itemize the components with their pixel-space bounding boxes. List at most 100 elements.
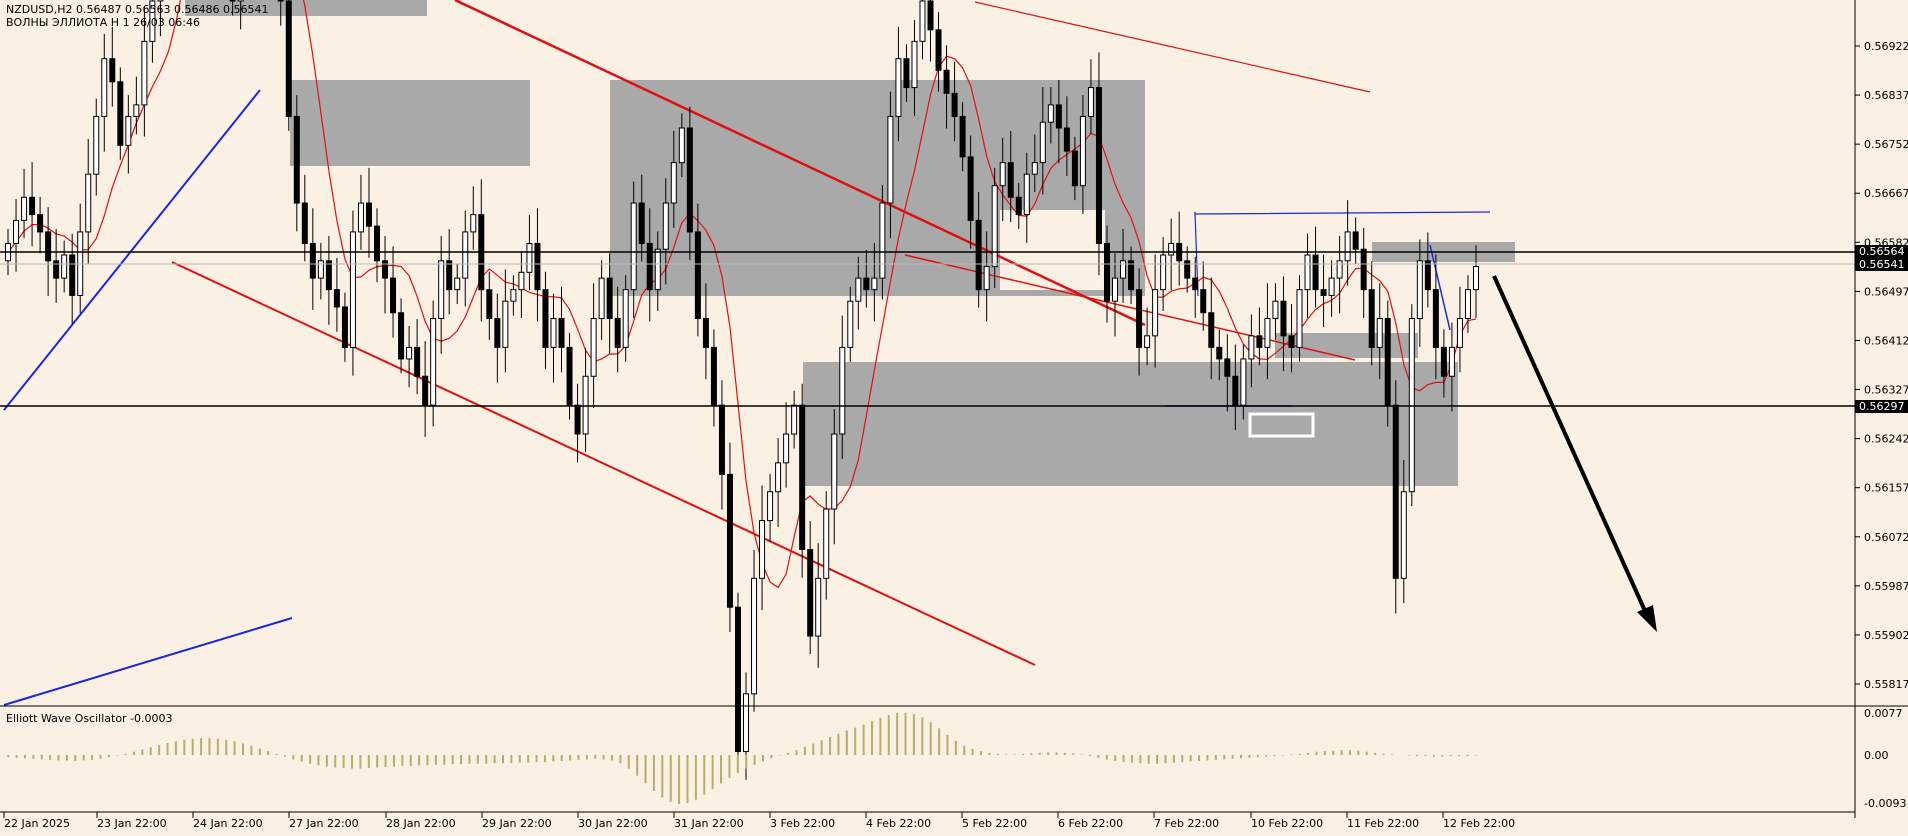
candle [1112, 253, 1119, 337]
price-tick-label: 0.56412 [1864, 334, 1908, 347]
candle [1368, 261, 1375, 366]
candle [1456, 286, 1463, 373]
candle [470, 186, 477, 250]
oscillator-title: Elliott Wave Oscillator -0.0003 [6, 712, 173, 725]
zone-box [185, 0, 427, 16]
candle [374, 208, 381, 283]
candle [117, 67, 124, 160]
candle [542, 271, 549, 369]
candle [775, 438, 782, 527]
blue-range-line [1429, 244, 1451, 331]
trend-line-red [974, 1, 1371, 93]
candle [622, 275, 629, 362]
candle [799, 383, 806, 578]
candle [1208, 277, 1215, 380]
candle [1063, 96, 1070, 176]
oscillator-tick-label: 0.00 [1864, 749, 1889, 762]
candle [1144, 307, 1151, 366]
candle [454, 263, 461, 305]
candle [1224, 334, 1231, 412]
oscillator-axis: 0.0077 0.00 -0.0093 [1864, 707, 1906, 810]
zone-box [1275, 333, 1418, 358]
candle [141, 6, 148, 137]
candle [999, 137, 1006, 221]
candle [1055, 80, 1062, 164]
candle [101, 33, 108, 152]
candle [911, 20, 918, 116]
candle [1256, 307, 1263, 366]
candle [1416, 239, 1423, 347]
price-tick-label: 0.55817 [1864, 678, 1908, 691]
time-axis: 22 Jan 2025 23 Jan 22:00 24 Jan 22:00 27 Ja… [3, 812, 1515, 830]
candle [229, 0, 236, 16]
candle [694, 203, 701, 337]
time-tick-label: 7 Feb 22:00 [1154, 817, 1219, 830]
zone-box [290, 80, 530, 166]
candle [1095, 52, 1102, 276]
forecast-arrow [1492, 275, 1657, 632]
price-tick-label: 0.55902 [1864, 629, 1908, 642]
candle [646, 208, 653, 322]
candle [1015, 182, 1022, 230]
candle [1248, 314, 1255, 388]
candle [1216, 329, 1223, 381]
time-tick-label: 23 Jan 22:00 [97, 817, 167, 830]
candle [518, 250, 525, 318]
time-tick-label: 12 Feb 22:00 [1443, 817, 1515, 830]
ma-line [7, 0, 1477, 589]
candle [61, 240, 68, 293]
candle [935, 11, 942, 92]
candle [919, 0, 926, 60]
candle [710, 329, 717, 427]
candle [486, 271, 493, 340]
candle [895, 26, 902, 142]
price-tag-level: 0.56297 [1855, 400, 1908, 413]
time-tick-label: 24 Jan 22:00 [193, 817, 263, 830]
candle [718, 380, 725, 510]
price-tag-upper-text: 0.56564 [1859, 245, 1905, 258]
candle [654, 231, 661, 312]
candle [285, 0, 292, 131]
time-tick-label: 22 Jan 2025 [4, 817, 70, 830]
candle [1336, 235, 1343, 314]
candle [510, 275, 517, 316]
candle [390, 246, 397, 338]
trend-line-red [454, 0, 1146, 327]
candle [125, 95, 132, 174]
candle [767, 473, 774, 542]
candle [37, 196, 44, 254]
candle [807, 521, 814, 654]
candle [871, 242, 878, 322]
candle [847, 286, 854, 362]
candle [438, 235, 445, 354]
candle [1031, 134, 1038, 193]
price-tag-level-text: 0.56297 [1859, 400, 1905, 413]
candle [598, 260, 605, 340]
candle [791, 390, 798, 449]
candle [1432, 254, 1439, 380]
candle [157, 0, 164, 37]
candle [502, 269, 509, 373]
candle [638, 174, 645, 262]
candle [1200, 261, 1207, 331]
zone-box [1000, 210, 1105, 290]
candle [1039, 86, 1046, 195]
candle [365, 167, 372, 258]
candle [1136, 268, 1143, 376]
candle [1288, 304, 1295, 373]
price-tick-label: 0.56242 [1864, 433, 1908, 446]
price-tick-label: 0.56157 [1864, 482, 1908, 495]
candle [85, 138, 92, 264]
candle [726, 442, 733, 633]
time-tick-label: 28 Jan 22:00 [386, 817, 456, 830]
candle [734, 592, 741, 766]
zone-outline [1248, 412, 1315, 438]
time-tick-label: 27 Jan 22:00 [289, 817, 359, 830]
price-tick-label: 0.56752 [1864, 138, 1908, 151]
candle [686, 106, 693, 261]
candle [823, 491, 830, 600]
candle [566, 332, 573, 420]
candle [1168, 218, 1175, 291]
candle [277, 0, 284, 26]
